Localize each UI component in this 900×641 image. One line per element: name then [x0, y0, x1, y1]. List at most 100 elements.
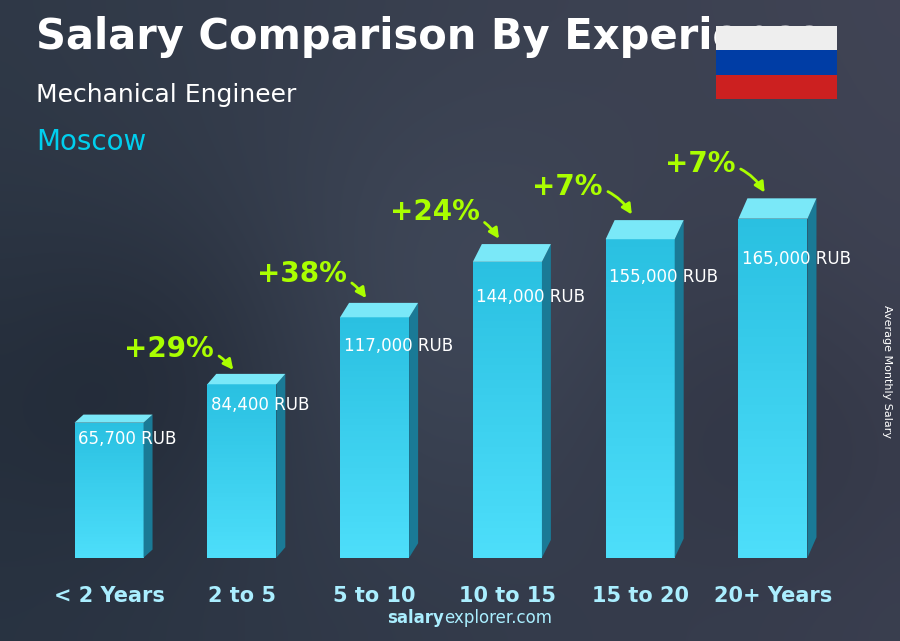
Bar	[75, 426, 144, 429]
Bar	[207, 497, 276, 501]
Bar	[75, 460, 144, 463]
Bar	[606, 327, 675, 335]
Bar	[738, 447, 807, 456]
Bar	[75, 547, 144, 551]
Bar	[207, 440, 276, 445]
Bar	[606, 287, 675, 295]
Bar	[738, 507, 807, 515]
Bar	[738, 312, 807, 320]
Bar	[606, 303, 675, 311]
Bar	[738, 253, 807, 261]
Text: 20+ Years: 20+ Years	[714, 587, 832, 606]
Bar	[472, 439, 542, 447]
Bar	[606, 494, 675, 502]
Bar	[207, 454, 276, 458]
Bar	[340, 462, 410, 467]
Bar	[340, 545, 410, 552]
Bar	[606, 422, 675, 430]
Text: 15 to 20: 15 to 20	[591, 587, 688, 606]
Bar	[606, 518, 675, 526]
Text: salary: salary	[387, 609, 444, 627]
Bar	[472, 321, 542, 328]
Bar	[472, 424, 542, 432]
Bar	[472, 520, 542, 528]
Bar	[606, 319, 675, 327]
Bar	[75, 490, 144, 494]
Text: 5 to 10: 5 to 10	[333, 587, 416, 606]
Text: 117,000 RUB: 117,000 RUB	[344, 337, 453, 355]
Bar	[738, 303, 807, 312]
Bar	[472, 358, 542, 365]
Bar	[738, 345, 807, 354]
Bar	[606, 406, 675, 414]
Polygon shape	[340, 303, 418, 317]
Bar	[606, 335, 675, 343]
Bar	[340, 540, 410, 545]
Bar	[738, 481, 807, 490]
Bar	[472, 351, 542, 358]
Text: +24%: +24%	[390, 198, 498, 236]
Bar	[340, 522, 410, 528]
Bar	[472, 447, 542, 454]
Bar	[472, 432, 542, 439]
Bar	[606, 351, 675, 359]
Bar	[75, 473, 144, 477]
Bar	[738, 473, 807, 481]
Bar	[472, 277, 542, 284]
Bar	[340, 329, 410, 335]
Bar	[207, 423, 276, 428]
Bar	[738, 465, 807, 473]
Text: +38%: +38%	[256, 260, 365, 296]
Bar	[738, 422, 807, 431]
Bar	[207, 402, 276, 406]
Bar	[207, 553, 276, 558]
Bar	[340, 510, 410, 515]
Bar	[340, 378, 410, 383]
Bar	[606, 383, 675, 390]
Bar	[340, 515, 410, 522]
Bar	[738, 456, 807, 465]
Bar	[75, 501, 144, 504]
Text: +7%: +7%	[665, 150, 763, 190]
Bar	[340, 365, 410, 371]
Bar	[606, 438, 675, 446]
Text: 144,000 RUB: 144,000 RUB	[476, 288, 585, 306]
Bar	[75, 537, 144, 541]
Bar	[75, 483, 144, 487]
Bar	[340, 456, 410, 462]
Bar	[738, 244, 807, 253]
Text: Average Monthly Salary: Average Monthly Salary	[881, 305, 892, 438]
Bar	[340, 479, 410, 486]
Bar	[716, 50, 837, 75]
Bar	[606, 486, 675, 494]
Bar	[340, 528, 410, 533]
Bar	[75, 524, 144, 528]
Bar	[207, 458, 276, 462]
Bar	[75, 497, 144, 501]
Bar	[472, 403, 542, 410]
Bar	[207, 445, 276, 449]
Bar	[738, 405, 807, 413]
Bar	[207, 493, 276, 497]
Bar	[75, 443, 144, 446]
Bar	[472, 513, 542, 520]
Bar	[738, 261, 807, 269]
Bar	[207, 419, 276, 423]
Bar	[738, 541, 807, 549]
Bar	[472, 380, 542, 388]
Bar	[207, 479, 276, 484]
Bar	[75, 446, 144, 450]
Bar	[207, 449, 276, 454]
Bar	[207, 393, 276, 397]
Bar	[340, 395, 410, 401]
Polygon shape	[276, 374, 285, 558]
Bar	[472, 506, 542, 513]
Bar	[716, 75, 837, 99]
Bar	[75, 433, 144, 436]
Bar	[207, 388, 276, 393]
Bar	[738, 354, 807, 363]
Bar	[472, 306, 542, 313]
Bar	[75, 517, 144, 520]
Bar	[472, 284, 542, 292]
Bar	[738, 278, 807, 287]
